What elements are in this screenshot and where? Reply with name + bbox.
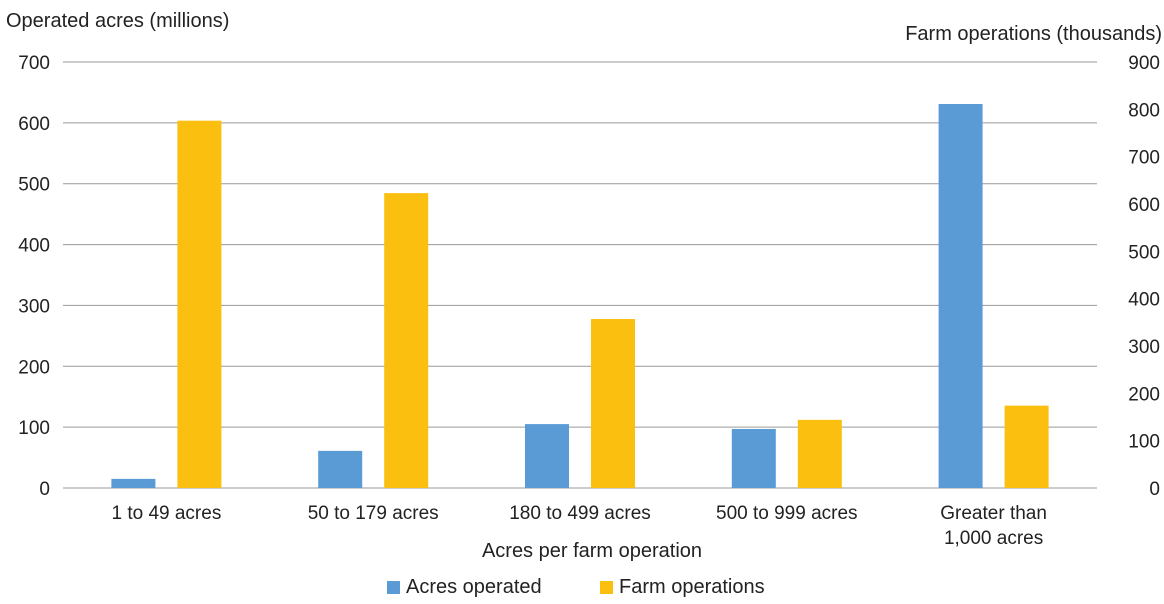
legend-swatch [387,581,400,594]
left-tick-label: 200 [18,357,50,378]
right-tick-label: 0 [1149,479,1160,500]
bar-acres-operated [731,428,776,488]
category-label: 180 to 499 acres [509,503,651,524]
x-axis-title: Acres per farm operation [482,540,702,562]
bar-farm-operations [177,120,222,489]
category-labels: 1 to 49 acres 50 to 179 acres 180 to 499 a… [111,503,1046,549]
left-axis-title: Operated acres (millions) [6,10,229,32]
legend-label: Farm operations [619,576,765,598]
right-tick-label: 800 [1128,100,1160,121]
left-tick-label: 700 [18,53,50,74]
bar-acres-operated [111,478,156,488]
right-tick-label: 500 [1128,242,1160,263]
category-label: 1 to 49 acres [111,503,221,524]
bar-acres-operated [525,424,569,488]
bar-acres-operated [938,103,983,489]
bar-farm-operations [1004,405,1049,488]
category-label: Greater than 1,000 acres [940,503,1047,549]
legend: Acres operated Farm operations [387,576,765,598]
bar-farm-operations [797,419,842,488]
right-tick-label: 700 [1128,148,1160,169]
right-tick-label: 400 [1128,290,1160,311]
bars [111,103,1049,489]
left-tick-label: 300 [18,296,50,317]
legend-swatch [600,581,613,594]
gridlines [63,61,1097,489]
left-tick-label: 0 [39,479,50,500]
left-tick-label: 400 [18,236,50,257]
right-tick-label: 600 [1128,195,1160,216]
right-tick-label: 300 [1128,337,1160,358]
right-axis-ticks: 0 100 200 300 400 500 600 700 800 900 [1128,53,1160,500]
right-tick-label: 200 [1128,384,1160,405]
left-tick-label: 600 [18,114,50,135]
right-axis-title: Farm operations (thousands) [905,23,1162,45]
bar-farm-operations [384,193,429,488]
right-tick-label: 900 [1128,53,1160,74]
right-tick-label: 100 [1128,432,1160,453]
category-label: 500 to 999 acres [716,503,858,524]
left-tick-label: 100 [18,418,50,439]
category-label: 50 to 179 acres [308,503,439,524]
bar-farm-operations [591,319,635,488]
legend-label: Acres operated [406,576,542,598]
bar-acres-operated [318,450,363,488]
left-axis-ticks: 0 100 200 300 400 500 600 700 [18,53,50,500]
left-tick-label: 500 [18,175,50,196]
